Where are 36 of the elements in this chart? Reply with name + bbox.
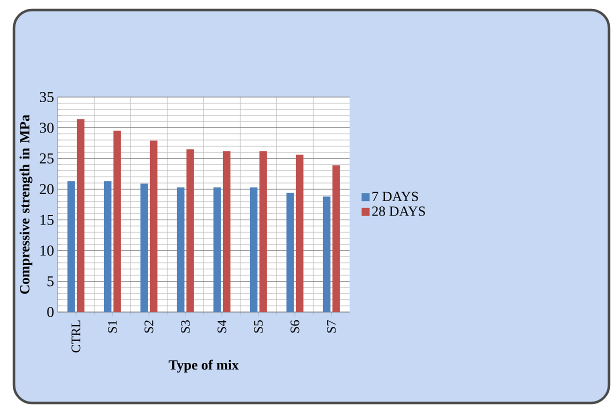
legend-label: 28 DAYS: [372, 206, 425, 216]
y-tick-label: 15: [40, 214, 54, 225]
y-tick-label: 20: [40, 184, 54, 194]
x-tick-label: S3: [181, 320, 190, 333]
bar: [140, 184, 148, 312]
x-tick-label: S1: [108, 320, 117, 333]
y-tick-label: 5: [48, 276, 54, 286]
bar: [113, 130, 121, 312]
bar: [67, 181, 75, 312]
y-tick-label: 35: [40, 92, 54, 102]
y-tick-label: 30: [40, 122, 54, 133]
bar: [176, 187, 184, 312]
y-tick-label: 25: [40, 153, 54, 164]
y-tick-label: 0: [47, 306, 54, 318]
bar: [332, 165, 340, 312]
x-tick-label: S6: [290, 320, 300, 333]
bar: [296, 154, 304, 312]
bar: [322, 196, 330, 312]
x-tick-label: S7: [327, 320, 336, 333]
bar: [222, 151, 230, 312]
bar: [259, 151, 267, 312]
legend-label: 7 DAYS: [372, 192, 418, 202]
bar: [286, 192, 294, 312]
x-tick-label: S4: [218, 320, 226, 333]
bar: [213, 187, 221, 312]
y-tick-label: 10: [40, 246, 54, 256]
x-tick-label: S5: [254, 320, 263, 333]
bar: [250, 187, 258, 312]
x-tick-label: CTRL: [72, 320, 80, 352]
x-tick-label: S2: [144, 320, 154, 333]
bar: [76, 119, 84, 312]
bar: [104, 181, 112, 312]
y-axis-title: Compressive strength in MPa: [20, 114, 32, 294]
bar: [150, 140, 158, 312]
x-axis-title: Type of mix: [168, 360, 239, 373]
bar: [186, 149, 194, 312]
